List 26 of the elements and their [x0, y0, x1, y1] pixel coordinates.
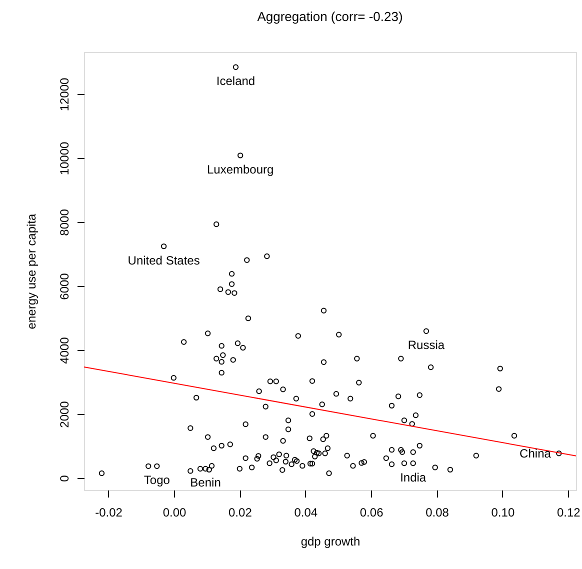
annotation: India [400, 470, 426, 484]
annotation: Benin [190, 476, 221, 490]
annotation: Luxembourg [206, 162, 274, 176]
annotation: Russia [408, 338, 445, 352]
x-tick-label: 0.02 [228, 506, 252, 520]
annotation: Iceland [216, 74, 256, 88]
annotation: Togo [144, 473, 170, 488]
x-axis-title: gdp growth [300, 534, 360, 548]
x-tick-label: 0.04 [294, 506, 318, 520]
x-tick-label: 0.10 [491, 506, 515, 520]
x-tick-label: 0.12 [556, 506, 581, 520]
chart-title: Aggregation (corr= -0.23) [257, 9, 403, 24]
annotation: China [520, 446, 552, 460]
y-tick-label: 12000 [58, 77, 72, 112]
y-tick-label: 8000 [58, 208, 72, 236]
x-tick-label: 0.06 [360, 506, 384, 520]
y-tick-label: 0 [58, 474, 72, 482]
x-tick-label: 0.08 [426, 506, 450, 520]
y-tick-label: 6000 [58, 272, 72, 300]
x-tick-label: 0.00 [162, 506, 186, 520]
x-tick-label: -0.02 [95, 506, 123, 520]
annotation: United States [128, 253, 200, 268]
y-tick-label: 10000 [58, 141, 72, 176]
y-tick-label: 4000 [58, 336, 72, 364]
y-tick-label: 2000 [58, 400, 72, 428]
y-axis-title: energy use per capita [24, 213, 38, 330]
